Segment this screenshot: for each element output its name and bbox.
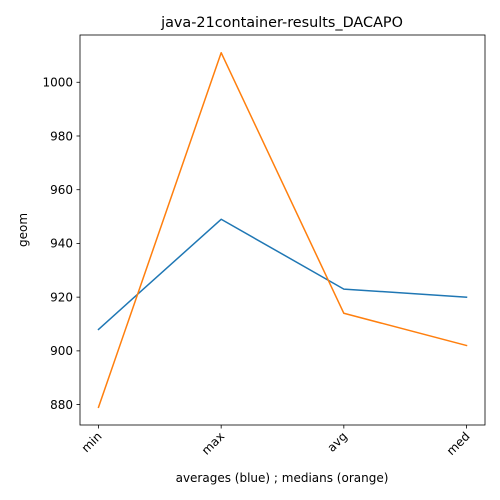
y-tick-label-940: 940 — [50, 237, 73, 251]
y-tick-label-920: 920 — [50, 290, 73, 304]
y-tick-label-900: 900 — [50, 344, 73, 358]
y-tick-label-960: 960 — [50, 183, 73, 197]
series-layer — [97, 51, 468, 409]
plot-frame — [79, 34, 486, 426]
series-line-2 — [97, 51, 468, 409]
y-tick-label-880: 880 — [50, 398, 73, 412]
series-line-1 — [97, 218, 468, 331]
y-axis-label: geom — [16, 213, 30, 247]
y-tick-label-980: 980 — [50, 129, 73, 143]
y-tick-label-1000: 1000 — [42, 76, 73, 90]
x-axis-label: averages (blue) ; medians (orange) — [176, 471, 389, 485]
y-axis: 880 900 920 940 960 980 1000 — [42, 76, 80, 412]
chart-title: java-21container-results_DACAPO — [160, 15, 403, 31]
